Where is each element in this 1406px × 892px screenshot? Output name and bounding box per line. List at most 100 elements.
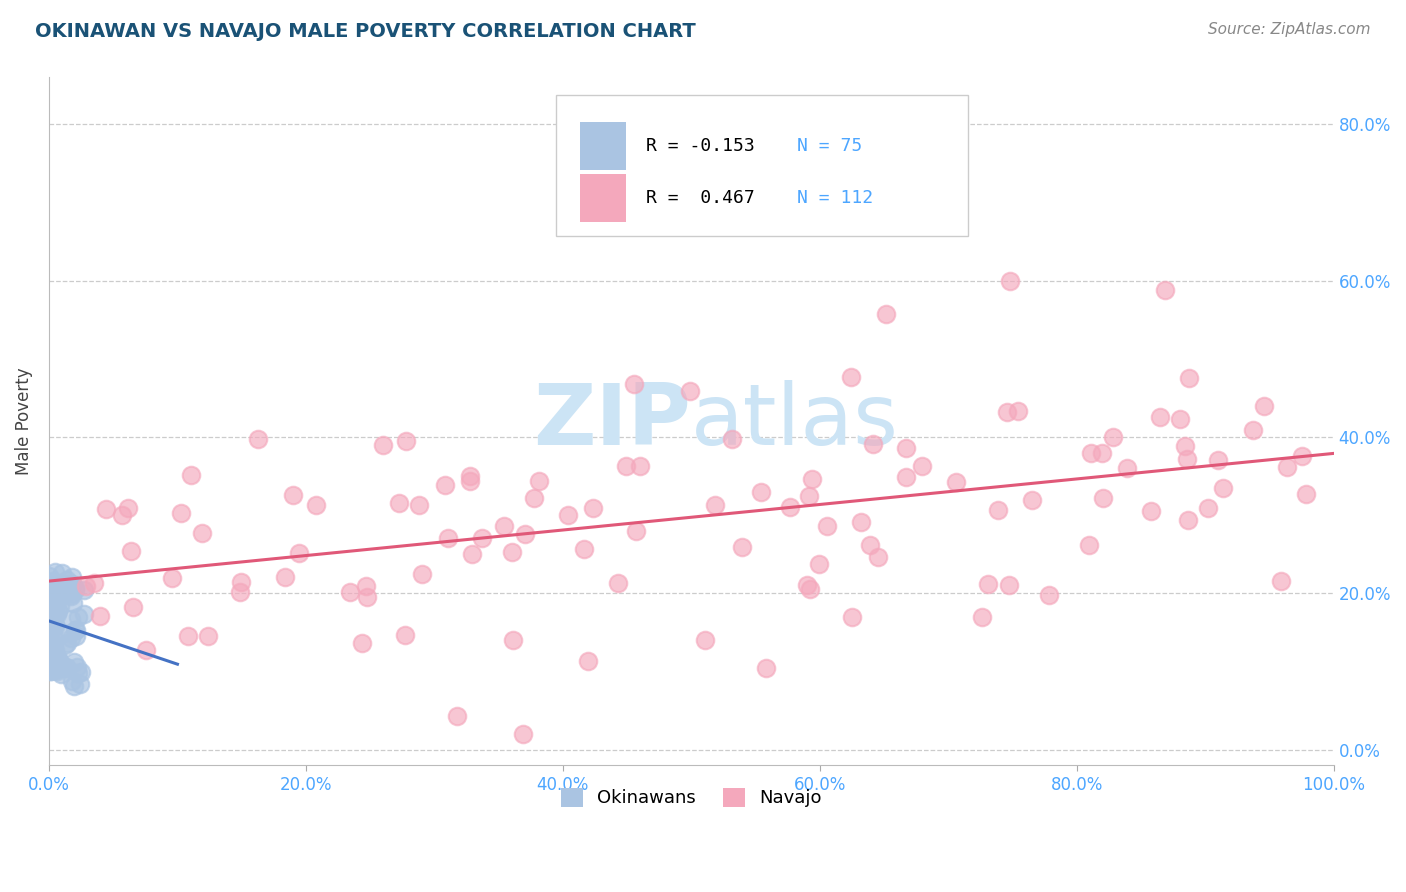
Point xyxy=(38,606,60,620)
Point xyxy=(1291,449,1313,463)
Point xyxy=(801,472,824,486)
Point xyxy=(41,594,63,608)
Point xyxy=(48,585,70,599)
Point xyxy=(492,519,515,533)
Point xyxy=(796,578,818,592)
Point xyxy=(49,599,72,614)
Point xyxy=(44,591,66,606)
Point xyxy=(779,500,801,514)
Point xyxy=(808,557,831,571)
Point xyxy=(1270,574,1292,588)
Text: R =  0.467: R = 0.467 xyxy=(647,189,755,207)
Point xyxy=(1153,283,1175,297)
Point xyxy=(607,576,630,591)
Point xyxy=(51,566,73,580)
FancyBboxPatch shape xyxy=(579,122,626,170)
Point xyxy=(56,573,79,587)
Point xyxy=(160,571,183,585)
Point xyxy=(122,599,145,614)
Text: Source: ZipAtlas.com: Source: ZipAtlas.com xyxy=(1208,22,1371,37)
Point xyxy=(89,608,111,623)
Point xyxy=(94,502,117,516)
Point xyxy=(48,654,70,668)
Point xyxy=(1021,493,1043,508)
Point xyxy=(394,628,416,642)
Point xyxy=(582,500,605,515)
Point xyxy=(39,663,62,677)
Point xyxy=(513,527,536,541)
Point xyxy=(46,607,69,621)
Point xyxy=(63,679,86,693)
Point xyxy=(679,384,702,398)
Point xyxy=(39,665,62,679)
Point xyxy=(395,434,418,449)
Point xyxy=(83,576,105,591)
Point xyxy=(1241,423,1264,437)
Point xyxy=(305,499,328,513)
Point xyxy=(461,547,484,561)
Point xyxy=(170,506,193,520)
Point xyxy=(65,629,87,643)
Point xyxy=(41,578,63,592)
Point xyxy=(111,508,134,522)
Point xyxy=(433,478,456,492)
Y-axis label: Male Poverty: Male Poverty xyxy=(15,368,32,475)
Point xyxy=(41,578,63,592)
Point xyxy=(42,577,65,591)
Point xyxy=(45,595,67,609)
Point xyxy=(60,590,83,604)
Point xyxy=(460,469,482,483)
Point xyxy=(75,578,97,592)
Point xyxy=(628,459,651,474)
Point xyxy=(63,583,86,598)
Point xyxy=(411,566,433,581)
Point xyxy=(60,577,83,591)
Point xyxy=(446,709,468,723)
Point xyxy=(512,727,534,741)
Point xyxy=(350,636,373,650)
Point xyxy=(231,575,253,590)
Point xyxy=(623,377,645,392)
Point xyxy=(39,665,62,679)
Point xyxy=(41,636,63,650)
Point xyxy=(44,643,66,657)
Point xyxy=(180,468,202,483)
Point xyxy=(1038,589,1060,603)
Point xyxy=(42,648,65,663)
Point xyxy=(437,532,460,546)
Point xyxy=(339,585,361,599)
Point xyxy=(44,661,66,675)
Point xyxy=(523,491,546,505)
Point xyxy=(1206,452,1229,467)
Point xyxy=(247,432,270,446)
Point xyxy=(501,545,523,559)
Point xyxy=(557,508,579,522)
Point xyxy=(1253,400,1275,414)
Point xyxy=(1140,504,1163,518)
Point xyxy=(67,609,90,624)
Point xyxy=(749,485,772,500)
Point xyxy=(868,550,890,565)
Point xyxy=(859,538,882,552)
Point xyxy=(755,661,778,675)
Point xyxy=(39,586,62,600)
Point xyxy=(574,542,596,557)
Point xyxy=(408,498,430,512)
Point xyxy=(1168,412,1191,426)
Point xyxy=(1277,459,1299,474)
Point xyxy=(371,438,394,452)
Point xyxy=(69,677,91,691)
Point xyxy=(63,656,86,670)
Point xyxy=(117,501,139,516)
Point xyxy=(49,667,72,681)
Point xyxy=(614,458,637,473)
Point xyxy=(55,660,77,674)
Point xyxy=(1092,491,1115,505)
Point xyxy=(797,489,820,503)
Point xyxy=(60,674,83,689)
Point xyxy=(502,632,524,647)
Point xyxy=(65,581,87,595)
Point xyxy=(44,620,66,634)
Point xyxy=(42,628,65,642)
Point xyxy=(44,617,66,632)
